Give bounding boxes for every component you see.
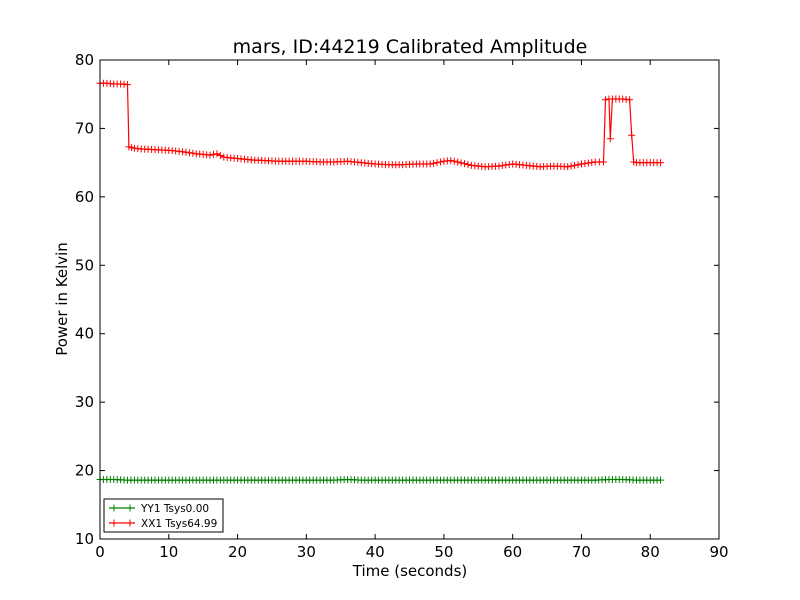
data-point (464, 161, 472, 169)
data-point (457, 159, 465, 167)
data-point (588, 158, 596, 166)
y-tick-label: 80 (75, 51, 94, 69)
data-point (216, 151, 224, 159)
y-tick-label: 50 (75, 256, 94, 274)
y-tick-label: 30 (75, 393, 94, 411)
data-point (505, 161, 513, 169)
y-tick-label: 20 (75, 462, 94, 480)
data-point (461, 160, 469, 168)
y-tick-label: 70 (75, 119, 94, 137)
y-tick-label: 40 (75, 325, 94, 343)
data-point (426, 160, 434, 168)
data-point (567, 162, 575, 170)
x-tick-label: 40 (366, 543, 385, 561)
data-point (606, 135, 614, 143)
series-1 (96, 475, 665, 484)
data-point (206, 151, 214, 159)
data-point (657, 476, 665, 484)
y-axis-label: Power in Kelvin (53, 242, 71, 356)
data-point (213, 150, 221, 158)
x-tick-label: 0 (95, 543, 105, 561)
plot-area (100, 60, 719, 539)
data-point (584, 159, 592, 167)
data-point (124, 81, 132, 89)
x-tick-label: 60 (503, 543, 522, 561)
x-axis-label: Time (seconds) (352, 562, 468, 580)
legend-label: XX1 Tsys64.99 (141, 518, 217, 530)
data-point (433, 159, 441, 167)
data-point (182, 148, 190, 156)
data-point (495, 162, 503, 170)
x-tick-label: 80 (641, 543, 660, 561)
data-point (209, 150, 217, 158)
y-tick-label: 10 (75, 530, 94, 548)
plot-frame (99, 59, 720, 540)
data-point (447, 157, 455, 165)
chart-title: mars, ID:44219 Calibrated Amplitude (233, 36, 588, 58)
series-2 (96, 79, 665, 171)
data-point (430, 159, 438, 167)
data-point (628, 131, 636, 139)
x-tick-label: 50 (434, 543, 453, 561)
data-point (571, 161, 579, 169)
data-point (189, 149, 197, 157)
data-point (574, 161, 582, 169)
legend-marker (126, 519, 134, 527)
legend-label: YY1 Tsys0.00 (140, 503, 209, 515)
data-point (581, 159, 589, 167)
data-point (602, 96, 610, 104)
data-point (577, 160, 585, 168)
data-point (185, 149, 193, 157)
data-point (498, 162, 506, 170)
data-point (564, 163, 572, 171)
data-point (599, 158, 607, 166)
data-point (179, 148, 187, 156)
series-layer (96, 79, 665, 484)
legend-marker (110, 504, 118, 512)
x-tick-label: 70 (572, 543, 591, 561)
x-tick-label: 20 (228, 543, 247, 561)
legend: YY1 Tsys0.00 XX1 Tsys64.99 (103, 498, 224, 533)
x-tick-label: 10 (159, 543, 178, 561)
data-point (502, 161, 510, 169)
data-point (450, 157, 458, 165)
data-point (657, 159, 665, 167)
legend-marker (126, 504, 134, 512)
y-tick-label: 60 (75, 188, 94, 206)
x-tick-label: 30 (297, 543, 316, 561)
data-point (626, 96, 634, 104)
x-tick-label: 90 (709, 543, 728, 561)
legend-marker (110, 519, 118, 527)
data-point (436, 158, 444, 166)
data-point (454, 158, 462, 166)
legend-box (103, 498, 224, 533)
